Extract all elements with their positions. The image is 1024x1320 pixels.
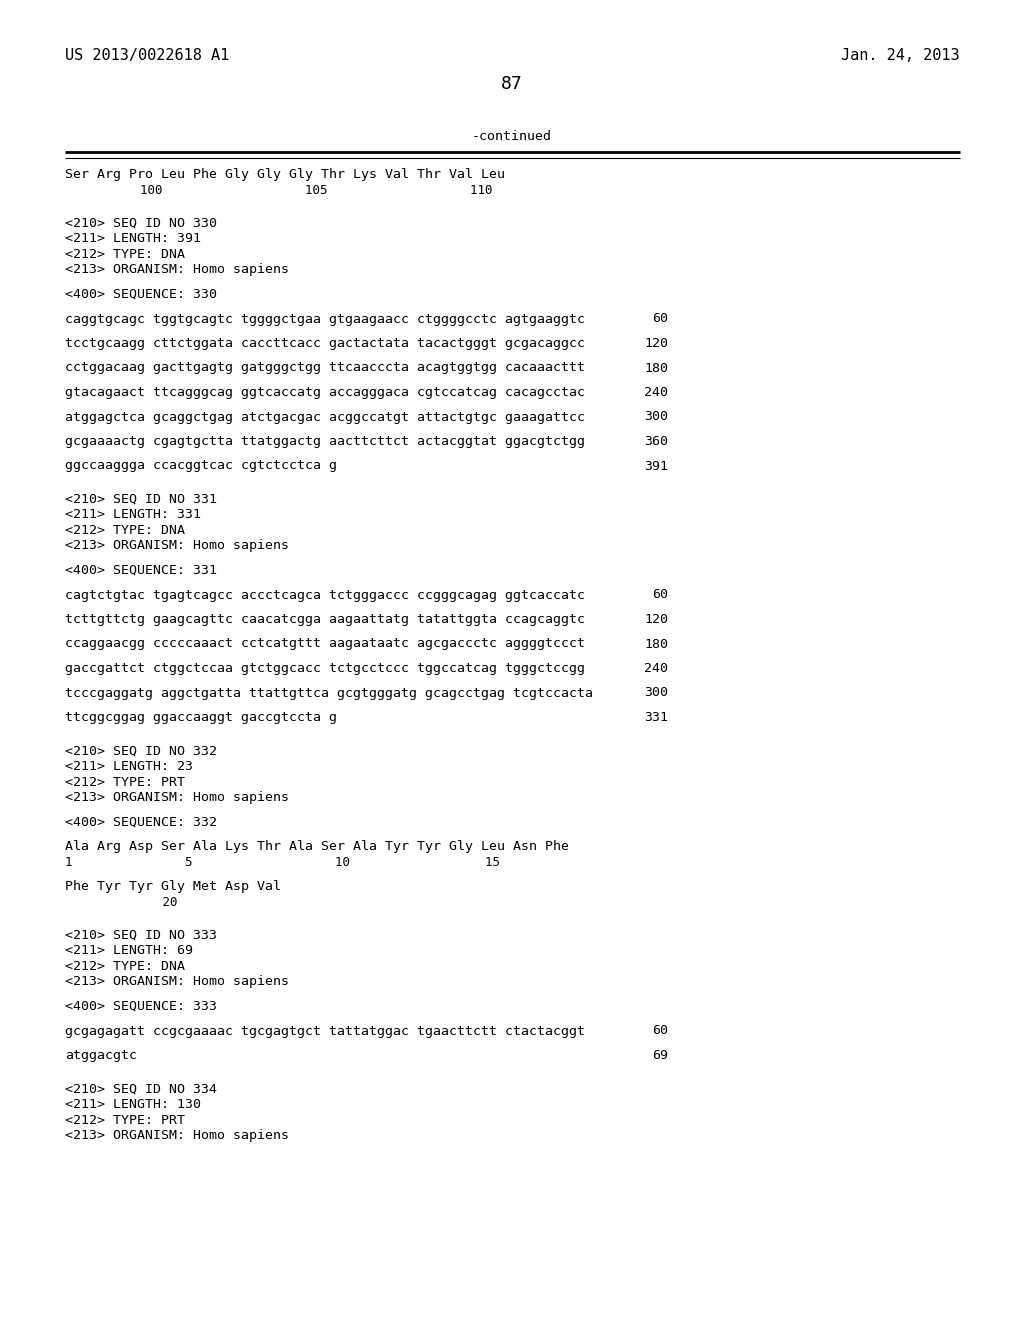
Text: <213> ORGANISM: Homo sapiens: <213> ORGANISM: Homo sapiens bbox=[65, 975, 289, 989]
Text: gaccgattct ctggctccaa gtctggcacc tctgcctccc tggccatcag tgggctccgg: gaccgattct ctggctccaa gtctggcacc tctgcct… bbox=[65, 663, 585, 675]
Text: caggtgcagc tggtgcagtc tggggctgaa gtgaagaacc ctggggcctc agtgaaggtc: caggtgcagc tggtgcagtc tggggctgaa gtgaaga… bbox=[65, 313, 585, 326]
Text: 120: 120 bbox=[644, 337, 668, 350]
Text: 300: 300 bbox=[644, 411, 668, 424]
Text: <210> SEQ ID NO 330: <210> SEQ ID NO 330 bbox=[65, 216, 217, 230]
Text: <211> LENGTH: 130: <211> LENGTH: 130 bbox=[65, 1098, 201, 1111]
Text: 360: 360 bbox=[644, 436, 668, 447]
Text: <211> LENGTH: 69: <211> LENGTH: 69 bbox=[65, 945, 193, 957]
Text: <210> SEQ ID NO 334: <210> SEQ ID NO 334 bbox=[65, 1082, 217, 1096]
Text: 1               5                   10                  15: 1 5 10 15 bbox=[65, 855, 500, 869]
Text: <400> SEQUENCE: 333: <400> SEQUENCE: 333 bbox=[65, 1001, 217, 1012]
Text: -continued: -continued bbox=[472, 129, 552, 143]
Text: 20: 20 bbox=[65, 895, 177, 908]
Text: 60: 60 bbox=[652, 313, 668, 326]
Text: <210> SEQ ID NO 333: <210> SEQ ID NO 333 bbox=[65, 929, 217, 942]
Text: 240: 240 bbox=[644, 663, 668, 675]
Text: 100                   105                   110: 100 105 110 bbox=[65, 183, 493, 197]
Text: <212> TYPE: PRT: <212> TYPE: PRT bbox=[65, 1114, 185, 1126]
Text: Ala Arg Asp Ser Ala Lys Thr Ala Ser Ala Tyr Tyr Gly Leu Asn Phe: Ala Arg Asp Ser Ala Lys Thr Ala Ser Ala … bbox=[65, 840, 569, 853]
Text: <213> ORGANISM: Homo sapiens: <213> ORGANISM: Homo sapiens bbox=[65, 791, 289, 804]
Text: ccaggaacgg cccccaaact cctcatgttt aagaataatc agcgaccctc aggggtccct: ccaggaacgg cccccaaact cctcatgttt aagaata… bbox=[65, 638, 585, 651]
Text: atggacgtc: atggacgtc bbox=[65, 1049, 137, 1063]
Text: <400> SEQUENCE: 332: <400> SEQUENCE: 332 bbox=[65, 816, 217, 829]
Text: tcccgaggatg aggctgatta ttattgttca gcgtgggatg gcagcctgag tcgtccacta: tcccgaggatg aggctgatta ttattgttca gcgtgg… bbox=[65, 686, 593, 700]
Text: cctggacaag gacttgagtg gatgggctgg ttcaacccta acagtggtgg cacaaacttt: cctggacaag gacttgagtg gatgggctgg ttcaacc… bbox=[65, 362, 585, 375]
Text: 87: 87 bbox=[501, 75, 523, 92]
Text: tcctgcaagg cttctggata caccttcacc gactactata tacactgggt gcgacaggcc: tcctgcaagg cttctggata caccttcacc gactact… bbox=[65, 337, 585, 350]
Text: <210> SEQ ID NO 331: <210> SEQ ID NO 331 bbox=[65, 492, 217, 506]
Text: gcgaaaactg cgagtgctta ttatggactg aacttcttct actacggtat ggacgtctgg: gcgaaaactg cgagtgctta ttatggactg aacttct… bbox=[65, 436, 585, 447]
Text: ggccaaggga ccacggtcac cgtctcctca g: ggccaaggga ccacggtcac cgtctcctca g bbox=[65, 459, 337, 473]
Text: <212> TYPE: DNA: <212> TYPE: DNA bbox=[65, 248, 185, 261]
Text: <213> ORGANISM: Homo sapiens: <213> ORGANISM: Homo sapiens bbox=[65, 1129, 289, 1142]
Text: cagtctgtac tgagtcagcc accctcagca tctgggaccc ccgggcagag ggtcaccatc: cagtctgtac tgagtcagcc accctcagca tctggga… bbox=[65, 589, 585, 602]
Text: 180: 180 bbox=[644, 638, 668, 651]
Text: Ser Arg Pro Leu Phe Gly Gly Gly Thr Lys Val Thr Val Leu: Ser Arg Pro Leu Phe Gly Gly Gly Thr Lys … bbox=[65, 168, 505, 181]
Text: <210> SEQ ID NO 332: <210> SEQ ID NO 332 bbox=[65, 744, 217, 758]
Text: <213> ORGANISM: Homo sapiens: <213> ORGANISM: Homo sapiens bbox=[65, 264, 289, 276]
Text: <400> SEQUENCE: 330: <400> SEQUENCE: 330 bbox=[65, 288, 217, 301]
Text: Jan. 24, 2013: Jan. 24, 2013 bbox=[842, 48, 961, 63]
Text: 60: 60 bbox=[652, 1024, 668, 1038]
Text: 300: 300 bbox=[644, 686, 668, 700]
Text: <212> TYPE: DNA: <212> TYPE: DNA bbox=[65, 960, 185, 973]
Text: US 2013/0022618 A1: US 2013/0022618 A1 bbox=[65, 48, 229, 63]
Text: <212> TYPE: PRT: <212> TYPE: PRT bbox=[65, 776, 185, 788]
Text: atggagctca gcaggctgag atctgacgac acggccatgt attactgtgc gaaagattcc: atggagctca gcaggctgag atctgacgac acggcca… bbox=[65, 411, 585, 424]
Text: <212> TYPE: DNA: <212> TYPE: DNA bbox=[65, 524, 185, 537]
Text: tcttgttctg gaagcagttc caacatcgga aagaattatg tatattggta ccagcaggtc: tcttgttctg gaagcagttc caacatcgga aagaatt… bbox=[65, 612, 585, 626]
Text: 69: 69 bbox=[652, 1049, 668, 1063]
Text: Phe Tyr Tyr Gly Met Asp Val: Phe Tyr Tyr Gly Met Asp Val bbox=[65, 880, 281, 894]
Text: 120: 120 bbox=[644, 612, 668, 626]
Text: 180: 180 bbox=[644, 362, 668, 375]
Text: gtacagaact ttcagggcag ggtcaccatg accagggaca cgtccatcag cacagcctac: gtacagaact ttcagggcag ggtcaccatg accaggg… bbox=[65, 385, 585, 399]
Text: <213> ORGANISM: Homo sapiens: <213> ORGANISM: Homo sapiens bbox=[65, 540, 289, 553]
Text: 240: 240 bbox=[644, 385, 668, 399]
Text: <211> LENGTH: 331: <211> LENGTH: 331 bbox=[65, 508, 201, 521]
Text: <211> LENGTH: 391: <211> LENGTH: 391 bbox=[65, 232, 201, 246]
Text: 331: 331 bbox=[644, 711, 668, 723]
Text: 60: 60 bbox=[652, 589, 668, 602]
Text: <211> LENGTH: 23: <211> LENGTH: 23 bbox=[65, 760, 193, 774]
Text: gcgagagatt ccgcgaaaac tgcgagtgct tattatggac tgaacttctt ctactacggt: gcgagagatt ccgcgaaaac tgcgagtgct tattatg… bbox=[65, 1024, 585, 1038]
Text: <400> SEQUENCE: 331: <400> SEQUENCE: 331 bbox=[65, 564, 217, 577]
Text: ttcggcggag ggaccaaggt gaccgtccta g: ttcggcggag ggaccaaggt gaccgtccta g bbox=[65, 711, 337, 723]
Text: 391: 391 bbox=[644, 459, 668, 473]
